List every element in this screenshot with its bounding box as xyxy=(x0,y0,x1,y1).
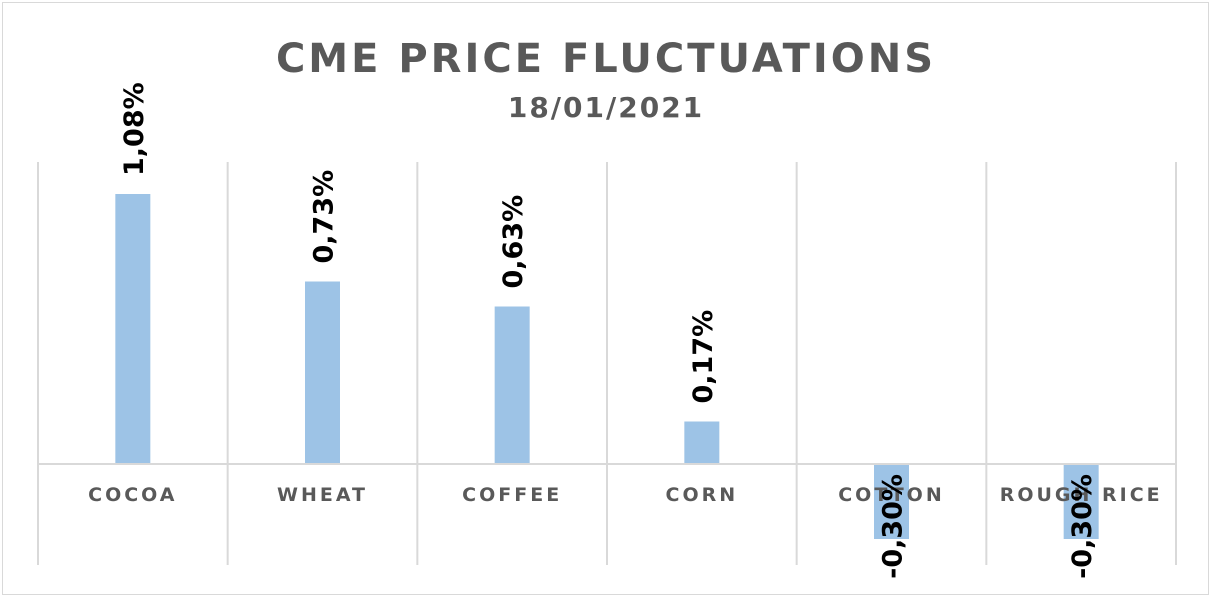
bar-wheat xyxy=(305,281,340,464)
data-label-cocoa: 1,08% xyxy=(119,82,150,176)
category-label-cotton: COTTON xyxy=(838,484,945,506)
chart-subtitle: 18/01/2021 xyxy=(508,91,704,124)
bar-coffee xyxy=(494,306,530,464)
bar-cotton xyxy=(874,464,909,539)
category-label-rough-rice: ROUGH RICE xyxy=(1000,484,1163,506)
category-labels: COCOA WHEAT COFFEE CORN COTTON ROUGH RICE xyxy=(88,484,1163,506)
data-label-wheat: 0,73% xyxy=(309,170,340,264)
chart-title: CME PRICE FLUCTUATIONS xyxy=(276,36,936,82)
bar-cocoa xyxy=(115,194,151,464)
category-label-coffee: COFFEE xyxy=(462,484,562,506)
bar-rough-rice xyxy=(1063,464,1099,539)
data-label-coffee: 0,63% xyxy=(498,195,529,289)
data-label-corn: 0,17% xyxy=(688,310,719,404)
bars xyxy=(115,194,1099,539)
bar-corn xyxy=(684,421,720,464)
data-label-cotton: -0,30% xyxy=(878,474,909,579)
category-label-corn: CORN xyxy=(666,484,739,506)
gridlines xyxy=(37,162,1177,565)
data-label-rough-rice: -0,30% xyxy=(1067,474,1098,579)
category-label-wheat: WHEAT xyxy=(277,484,368,506)
data-labels: 1,08% 0,73% 0,63% 0,17% -0,30% -0,30% xyxy=(119,82,1098,579)
category-label-cocoa: COCOA xyxy=(88,484,177,506)
